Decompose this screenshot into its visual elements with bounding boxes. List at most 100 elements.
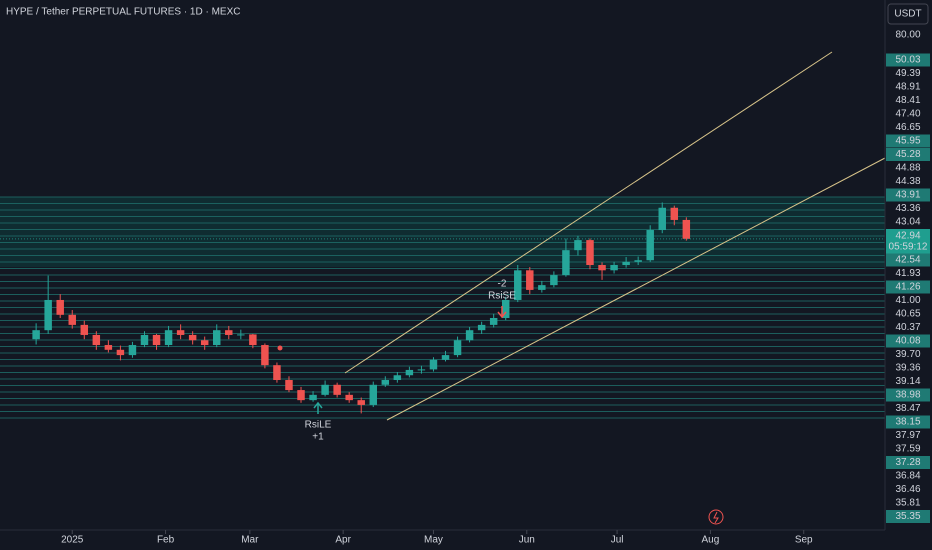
level-label: 42.54 bbox=[895, 255, 920, 266]
candle-body bbox=[514, 270, 522, 300]
candle-body bbox=[405, 369, 414, 376]
candle-body bbox=[188, 334, 197, 341]
level-tag bbox=[886, 415, 930, 429]
short-count: -2 bbox=[498, 279, 507, 290]
level-label: 43.04 bbox=[895, 217, 920, 228]
level-label: 45.28 bbox=[895, 149, 920, 160]
candle-body bbox=[285, 380, 293, 391]
candle-body bbox=[44, 299, 52, 331]
candle-body bbox=[56, 299, 64, 315]
level-tag bbox=[886, 94, 930, 107]
level-zones bbox=[0, 196, 885, 419]
candle-body bbox=[610, 265, 618, 271]
candles bbox=[32, 202, 691, 414]
level-tag bbox=[886, 280, 930, 294]
candle-body bbox=[32, 330, 40, 340]
level-label: 41.93 bbox=[895, 268, 920, 279]
candle-body bbox=[538, 285, 546, 290]
level-label: 49.39 bbox=[895, 68, 920, 79]
candle-body bbox=[670, 207, 679, 220]
level-tag bbox=[886, 202, 930, 215]
x-tick-label: Jun bbox=[519, 535, 535, 546]
level-tag bbox=[886, 469, 930, 483]
level-tag bbox=[886, 161, 930, 175]
level-label: 38.47 bbox=[895, 403, 920, 414]
candle-body bbox=[622, 261, 630, 265]
candle-body bbox=[598, 265, 606, 271]
scale-top-label: 80.00 bbox=[895, 30, 920, 41]
level-tag bbox=[886, 375, 930, 388]
candle-body bbox=[152, 334, 161, 346]
candle-body bbox=[345, 394, 353, 401]
chart-title: HYPE / Tether PERPETUAL FUTURES · 1D · M… bbox=[6, 7, 241, 18]
candle-body bbox=[104, 345, 113, 350]
x-tick-label: Sep bbox=[795, 535, 813, 546]
last-price-tag bbox=[886, 229, 930, 254]
candle-body bbox=[321, 384, 329, 395]
candle-body bbox=[200, 340, 209, 346]
candle-body bbox=[453, 340, 462, 356]
level-label: 39.70 bbox=[895, 349, 920, 360]
candle-body bbox=[393, 375, 402, 381]
x-tick-label: Apr bbox=[335, 535, 351, 546]
candle-body bbox=[333, 384, 341, 395]
level-label: 35.81 bbox=[895, 498, 920, 509]
candle-body bbox=[501, 299, 510, 318]
candle-body bbox=[116, 349, 125, 356]
level-tag bbox=[886, 107, 930, 121]
level-label: 43.36 bbox=[895, 203, 920, 214]
candle-body bbox=[237, 334, 245, 336]
candle-body bbox=[128, 345, 137, 356]
candle-body bbox=[489, 318, 498, 325]
level-tag bbox=[886, 334, 930, 348]
candle-body bbox=[646, 230, 654, 261]
long-arrow bbox=[313, 401, 323, 414]
level-tag bbox=[886, 496, 930, 510]
candle-body bbox=[550, 275, 558, 286]
x-tick-label: Aug bbox=[702, 535, 720, 546]
candle-body bbox=[441, 355, 450, 360]
candle-body bbox=[213, 330, 221, 346]
candle-body bbox=[225, 330, 233, 335]
level-label: 48.41 bbox=[895, 95, 920, 106]
level-tag bbox=[886, 321, 930, 334]
level-label: 38.15 bbox=[895, 417, 920, 428]
level-label: 41.00 bbox=[895, 295, 920, 306]
candle-body bbox=[465, 330, 474, 341]
level-tag bbox=[886, 67, 930, 80]
candle-body bbox=[682, 219, 691, 239]
level-tag bbox=[886, 402, 930, 415]
level-label: 39.36 bbox=[895, 363, 920, 374]
level-label: 48.91 bbox=[895, 82, 920, 93]
candle-body bbox=[68, 314, 76, 325]
candle-body bbox=[273, 365, 281, 381]
long-count: +1 bbox=[312, 432, 324, 443]
level-tag bbox=[886, 442, 930, 456]
level-label: 35.35 bbox=[895, 511, 920, 522]
level-tag bbox=[886, 267, 930, 280]
level-label: 40.08 bbox=[895, 336, 920, 347]
level-label: 36.46 bbox=[895, 484, 920, 495]
level-label: 38.98 bbox=[895, 390, 920, 401]
signal-dot bbox=[277, 345, 283, 351]
candle-body bbox=[80, 324, 89, 335]
candle-body bbox=[634, 260, 642, 262]
candle-body bbox=[261, 345, 269, 366]
candle-body bbox=[417, 369, 426, 371]
short-signal: RsiSE bbox=[488, 291, 516, 302]
level-tag bbox=[886, 121, 930, 134]
level-label: 45.95 bbox=[895, 136, 920, 147]
channel-upper bbox=[344, 51, 833, 374]
level-label: 44.88 bbox=[895, 163, 920, 174]
x-tick-label: 2025 bbox=[61, 535, 84, 546]
level-tag bbox=[886, 215, 930, 229]
candle-body bbox=[164, 330, 173, 346]
candle-body bbox=[429, 359, 438, 370]
candle-body bbox=[140, 334, 149, 346]
event-icon[interactable] bbox=[708, 509, 724, 525]
level-label: 47.40 bbox=[895, 109, 920, 120]
candle-body bbox=[92, 334, 101, 346]
currency-button[interactable] bbox=[887, 3, 929, 25]
x-tick-label: Feb bbox=[157, 535, 175, 546]
